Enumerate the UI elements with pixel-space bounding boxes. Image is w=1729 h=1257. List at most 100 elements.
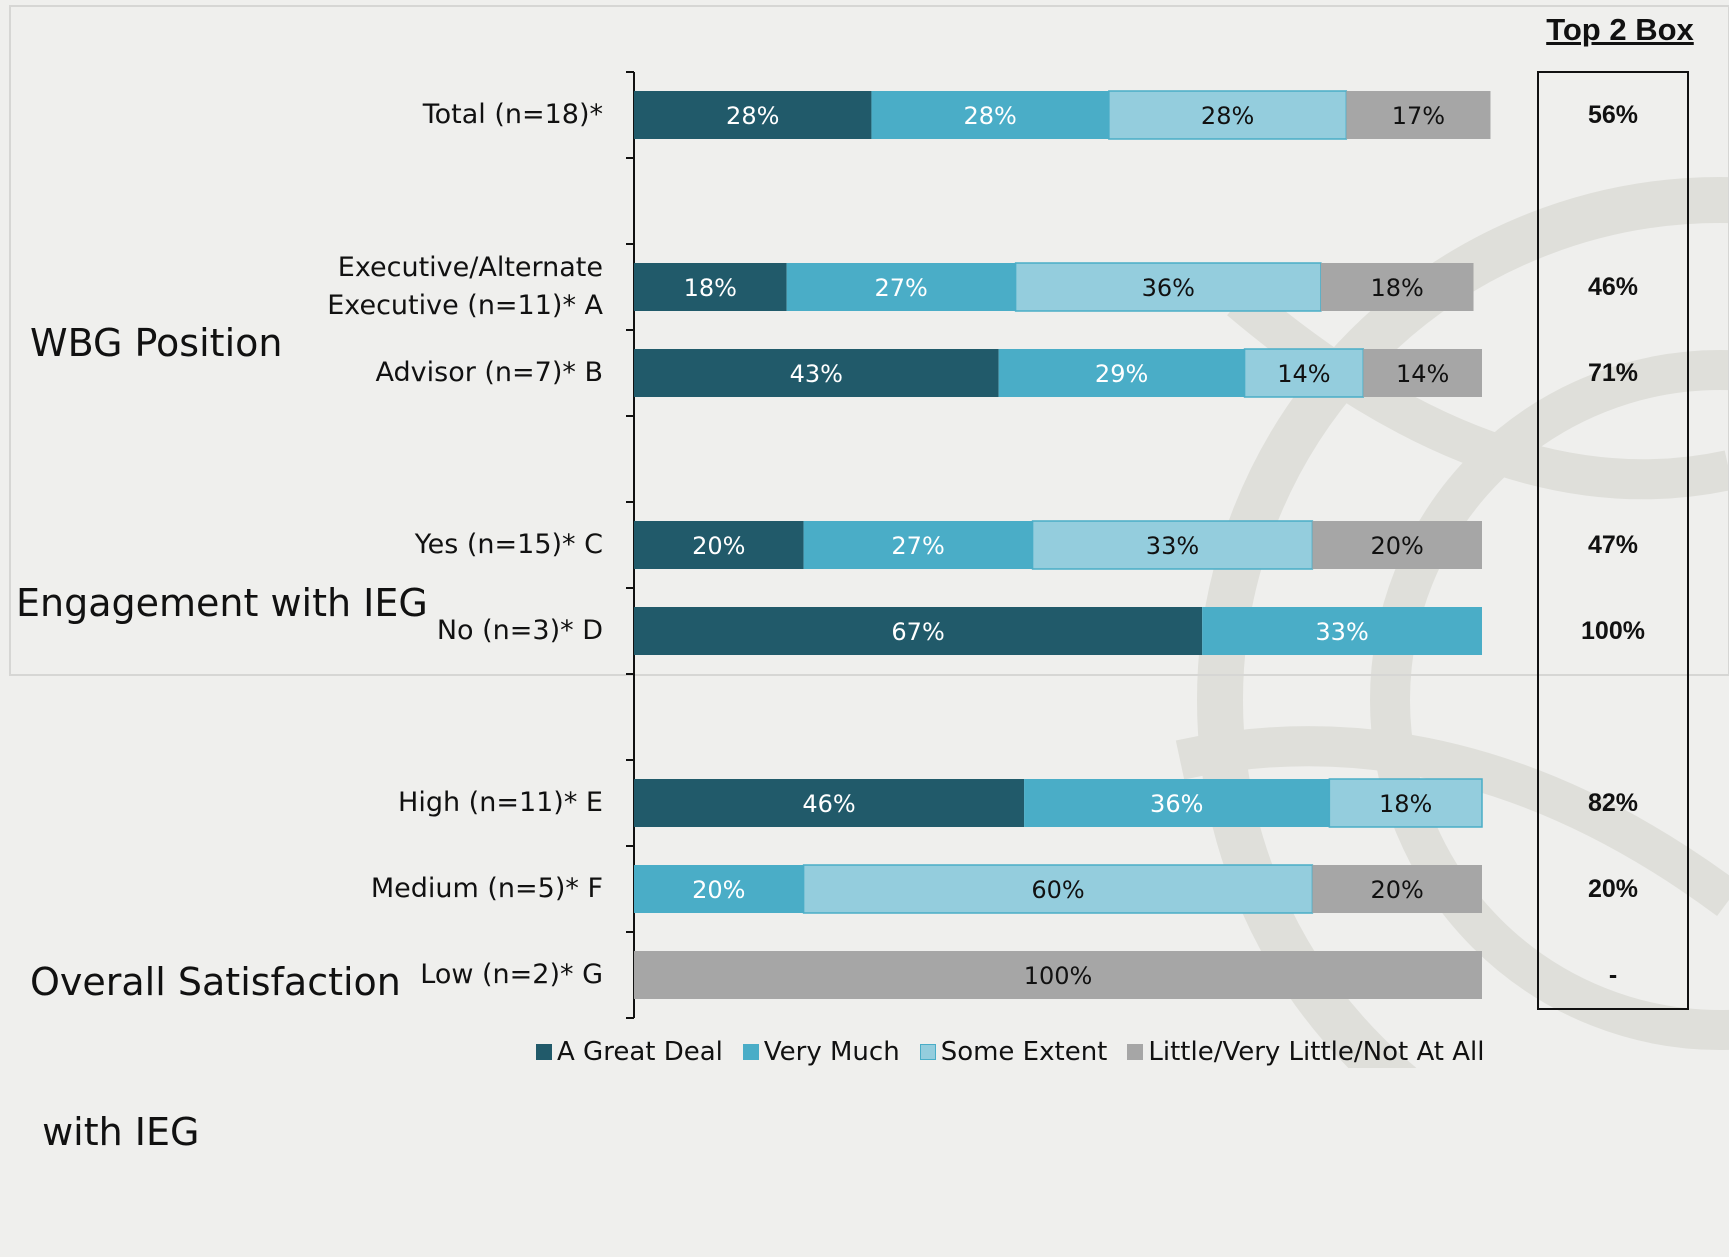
bar-data-label: 28% <box>963 102 1016 130</box>
bar-data-label: 18% <box>1371 274 1424 302</box>
bar-segment <box>1031 520 1314 570</box>
bar-segment <box>786 263 1016 311</box>
legend-label: Some Extent <box>940 1037 1108 1067</box>
bar-data-label: 28% <box>726 102 779 130</box>
category-label: High (n=11)* E <box>398 784 603 822</box>
category-label: Executive/Alternate Executive (n=11)* A <box>327 249 603 325</box>
category-label-line: Advisor (n=7)* B <box>375 357 603 388</box>
legend-item: Some Extent <box>919 1036 1108 1068</box>
bar-data-label: 20% <box>692 876 745 904</box>
chart-stage: 28% 28% 28% 17% 18% 27% 36% 18% 43% 29% 14% 14% 20% 2… <box>9 5 1729 1154</box>
bar-segment <box>1328 778 1483 828</box>
bar-segment <box>634 349 999 397</box>
bar-segment <box>1108 90 1348 140</box>
stacked-bar-chart: 28% 28% 28% 17% 18% 27% 36% 18% 43% 29% 14% 14% 20% 2… <box>9 5 1729 1068</box>
bar-data-label: 29% <box>1095 360 1148 388</box>
bar-data-label: 33% <box>1146 532 1199 560</box>
bar-data-label: 67% <box>891 618 944 646</box>
category-label-line: Low (n=2)* G <box>420 959 603 990</box>
bar-data-label: 27% <box>891 532 944 560</box>
category-label-line: Executive/Alternate <box>337 252 603 283</box>
legend-label: A Great Deal <box>557 1037 723 1067</box>
category-label: Yes (n=15)* C <box>415 526 603 564</box>
bar-data-label: 20% <box>1371 876 1424 904</box>
legend-label: Very Much <box>763 1037 900 1067</box>
category-label: No (n=3)* D <box>437 612 603 650</box>
bar-data-label: 60% <box>1031 876 1084 904</box>
bar-segment <box>802 864 1314 914</box>
group-label-line: Engagement with IEG <box>16 581 428 625</box>
bar-data-label: 18% <box>684 274 737 302</box>
legend-swatch <box>919 1044 936 1060</box>
bar-segment <box>871 91 1109 139</box>
bar-segment <box>634 607 1203 655</box>
legend-swatch <box>1127 1044 1144 1060</box>
bar-segment <box>1014 262 1322 312</box>
bar-data-label: 20% <box>1371 532 1424 560</box>
top2-value: - <box>1608 961 1618 989</box>
top2-value: 71% <box>1587 359 1639 387</box>
group-label-overall-satisfaction: Overall Satisfaction with IEG <box>30 857 401 1257</box>
category-label: Total (n=18)* <box>423 96 603 134</box>
category-label-line: Executive (n=11)* A <box>327 290 603 321</box>
bar-data-label: 43% <box>790 360 843 388</box>
bar-segment <box>1024 779 1330 827</box>
bar-data-label: 33% <box>1315 618 1368 646</box>
legend-item: A Great Deal <box>536 1036 723 1068</box>
top2-value: 20% <box>1587 875 1639 903</box>
bar-data-label: 18% <box>1379 790 1432 818</box>
bar-segment <box>1312 865 1482 913</box>
bar-data-label: 46% <box>802 790 855 818</box>
bar-data-label: 36% <box>1150 790 1203 818</box>
bar-segment <box>634 951 1482 999</box>
legend-label: Little/Very Little/Not At All <box>1148 1037 1485 1067</box>
chart-legend: A Great Deal Very Much Some Extent Little/V… <box>536 1036 1484 1068</box>
bar-segment <box>1320 263 1474 311</box>
group-label-engagement: Engagement with IEG <box>16 578 428 628</box>
top2-value: 82% <box>1587 789 1639 817</box>
bar-data-label: 36% <box>1142 274 1195 302</box>
bar-data-label: 100% <box>1024 962 1093 990</box>
top2-value: 47% <box>1587 531 1639 559</box>
legend-item: Very Much <box>742 1036 900 1068</box>
bar-data-label: 14% <box>1277 360 1330 388</box>
bar-segment <box>1346 91 1491 139</box>
category-label-line: Total (n=18)* <box>422 99 603 130</box>
bar-segment <box>634 263 787 311</box>
top2-value: 46% <box>1587 273 1639 301</box>
top2-box-frame <box>1537 71 1689 1010</box>
group-label-wbg-position: WBG Position <box>30 318 282 368</box>
top2-value: 56% <box>1587 101 1639 129</box>
bar-segment <box>1312 521 1482 569</box>
bar-segment <box>634 91 872 139</box>
bar-segment <box>803 521 1033 569</box>
group-label-line: WBG Position <box>30 321 283 365</box>
bar-segment <box>1243 348 1365 398</box>
bar-segment <box>1363 349 1482 397</box>
legend-swatch <box>536 1044 552 1060</box>
bar-data-label: 20% <box>692 532 745 560</box>
bar-segment <box>998 349 1245 397</box>
category-label: Advisor (n=7)* B <box>376 354 603 392</box>
bar-segment <box>634 865 804 913</box>
category-axis <box>626 71 635 1019</box>
category-label-line: Medium (n=5)* F <box>370 873 603 904</box>
bars: 28% 28% 28% 17% 18% 27% 36% 18% 43% 29% 14% 14% 20% 2… <box>634 90 1491 999</box>
group-label-line: with IEG <box>30 1110 200 1154</box>
category-label: Medium (n=5)* F <box>371 870 603 908</box>
category-label-line: No (n=3)* D <box>436 615 603 646</box>
top2-box-title: Top 2 Box <box>1546 12 1694 47</box>
bar-segment <box>1202 607 1482 655</box>
bar-data-label: 14% <box>1396 360 1449 388</box>
category-label-line: Yes (n=15)* C <box>414 529 603 560</box>
bar-data-label: 17% <box>1392 102 1445 130</box>
category-label-line: High (n=11)* E <box>398 787 603 818</box>
legend-swatch <box>742 1044 759 1060</box>
legend-item: Little/Very Little/Not At All <box>1127 1036 1484 1068</box>
bar-data-label: 28% <box>1201 102 1254 130</box>
bar-segment <box>634 779 1025 827</box>
upper-panel-frame <box>9 5 1729 676</box>
category-label: Low (n=2)* G <box>420 956 603 994</box>
bar-segment <box>634 521 804 569</box>
bar-data-label: 27% <box>874 274 927 302</box>
